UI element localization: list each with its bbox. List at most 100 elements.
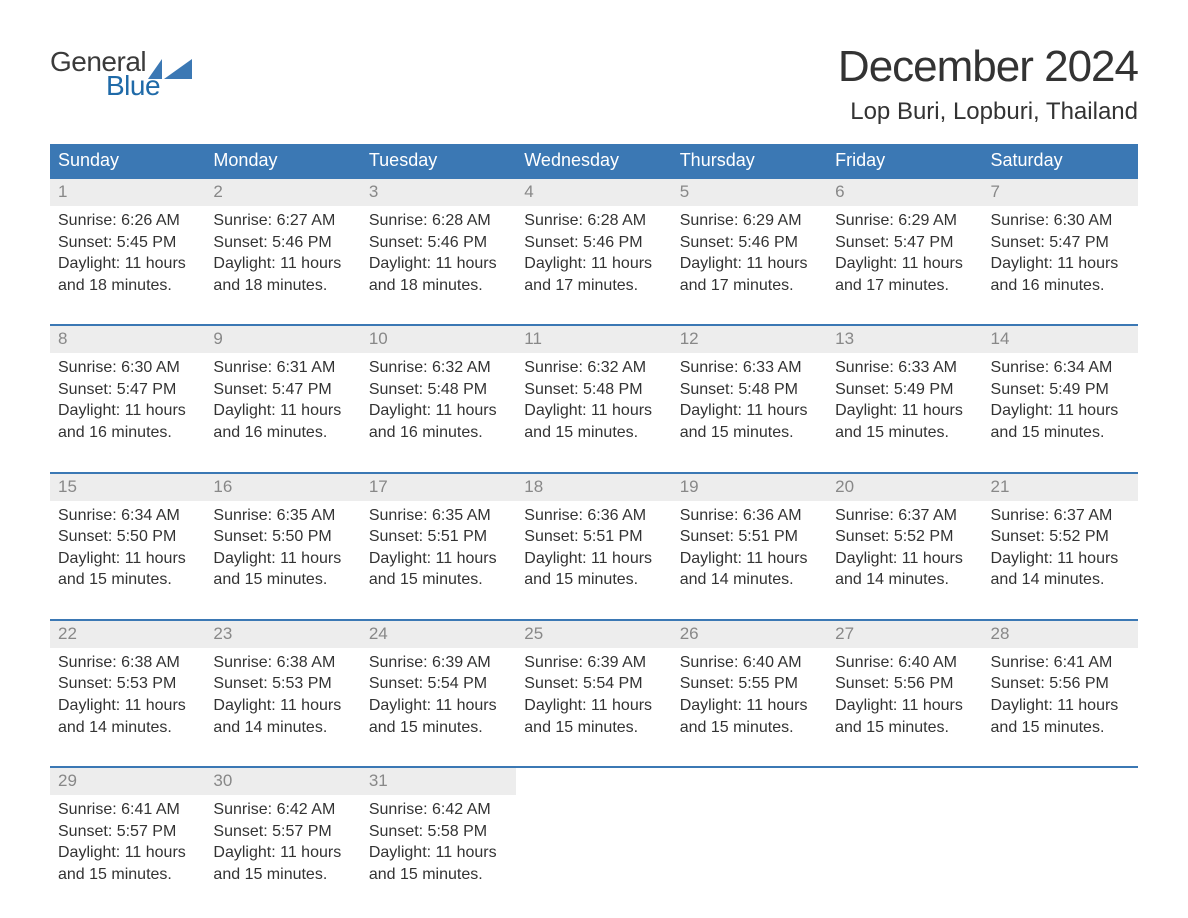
logo: General Blue bbox=[50, 42, 192, 100]
day-cell: 8 Sunrise: 6:30 AMSunset: 5:47 PMDaylight… bbox=[50, 325, 205, 472]
week-row: 8 Sunrise: 6:30 AMSunset: 5:47 PMDaylight… bbox=[50, 325, 1138, 472]
day-detail: Sunrise: 6:30 AMSunset: 5:47 PMDaylight:… bbox=[991, 210, 1130, 296]
day-number: 31 bbox=[361, 768, 516, 795]
day-detail: Sunrise: 6:30 AMSunset: 5:47 PMDaylight:… bbox=[58, 357, 197, 443]
day-number: 6 bbox=[827, 179, 982, 206]
day-number: 13 bbox=[827, 326, 982, 353]
day-number: 7 bbox=[983, 179, 1138, 206]
location: Lop Buri, Lopburi, Thailand bbox=[838, 98, 1138, 126]
day-cell: 19 Sunrise: 6:36 AMSunset: 5:51 PMDayligh… bbox=[672, 473, 827, 620]
day-detail: Sunrise: 6:38 AMSunset: 5:53 PMDaylight:… bbox=[58, 652, 197, 738]
day-number: 19 bbox=[672, 474, 827, 501]
day-cell: 13 Sunrise: 6:33 AMSunset: 5:49 PMDayligh… bbox=[827, 325, 982, 472]
day-detail: Sunrise: 6:27 AMSunset: 5:46 PMDaylight:… bbox=[213, 210, 352, 296]
day-cell: 18Sunrise: 6:36 AMSunset: 5:51 PMDayligh… bbox=[516, 473, 671, 620]
day-cell: 1Sunrise: 6:26 AMSunset: 5:45 PMDaylight… bbox=[50, 178, 205, 325]
day-number: 3 bbox=[361, 179, 516, 206]
day-number: 16 bbox=[205, 474, 360, 501]
day-detail: Sunrise: 6:39 AMSunset: 5:54 PMDaylight:… bbox=[369, 652, 508, 738]
day-detail: Sunrise: 6:42 AMSunset: 5:57 PMDaylight:… bbox=[213, 799, 352, 885]
day-cell: 14 Sunrise: 6:34 AMSunset: 5:49 PMDayligh… bbox=[983, 325, 1138, 472]
day-cell: 2Sunrise: 6:27 AMSunset: 5:46 PMDaylight… bbox=[205, 178, 360, 325]
day-number: 23 bbox=[205, 621, 360, 648]
day-cell: 28Sunrise: 6:41 AMSunset: 5:56 PMDayligh… bbox=[983, 620, 1138, 767]
day-number: 24 bbox=[361, 621, 516, 648]
day-detail: Sunrise: 6:40 AMSunset: 5:55 PMDaylight:… bbox=[680, 652, 819, 738]
day-cell: 20Sunrise: 6:37 AMSunset: 5:52 PMDayligh… bbox=[827, 473, 982, 620]
day-header: Friday bbox=[827, 144, 982, 178]
day-cell: 30 Sunrise: 6:42 AMSunset: 5:57 PMDayligh… bbox=[205, 767, 360, 913]
day-detail: Sunrise: 6:28 AMSunset: 5:46 PMDaylight:… bbox=[524, 210, 663, 296]
day-cell: 26 Sunrise: 6:40 AMSunset: 5:55 PMDayligh… bbox=[672, 620, 827, 767]
week-row: 15 Sunrise: 6:34 AMSunset: 5:50 PMDayligh… bbox=[50, 473, 1138, 620]
day-number: 12 bbox=[672, 326, 827, 353]
day-cell: 4 Sunrise: 6:28 AMSunset: 5:46 PMDaylight… bbox=[516, 178, 671, 325]
day-cell: 27 Sunrise: 6:40 AMSunset: 5:56 PMDayligh… bbox=[827, 620, 982, 767]
day-cell: 25 Sunrise: 6:39 AMSunset: 5:54 PMDayligh… bbox=[516, 620, 671, 767]
day-cell: 29 Sunrise: 6:41 AMSunset: 5:57 PMDayligh… bbox=[50, 767, 205, 913]
day-cell: 21 Sunrise: 6:37 AMSunset: 5:52 PMDayligh… bbox=[983, 473, 1138, 620]
day-detail: Sunrise: 6:34 AMSunset: 5:50 PMDaylight:… bbox=[58, 505, 197, 591]
day-number: 26 bbox=[672, 621, 827, 648]
day-detail: Sunrise: 6:35 AMSunset: 5:51 PMDaylight:… bbox=[369, 505, 508, 591]
day-cell: .. bbox=[827, 767, 982, 913]
day-detail: Sunrise: 6:29 AMSunset: 5:47 PMDaylight:… bbox=[835, 210, 974, 296]
day-cell: 31Sunrise: 6:42 AMSunset: 5:58 PMDayligh… bbox=[361, 767, 516, 913]
day-cell: 10Sunrise: 6:32 AMSunset: 5:48 PMDayligh… bbox=[361, 325, 516, 472]
title-block: December 2024 Lop Buri, Lopburi, Thailan… bbox=[838, 42, 1138, 126]
day-cell: .. bbox=[672, 767, 827, 913]
day-cell: .. bbox=[516, 767, 671, 913]
day-number: 21 bbox=[983, 474, 1138, 501]
day-cell: 16 Sunrise: 6:35 AMSunset: 5:50 PMDayligh… bbox=[205, 473, 360, 620]
day-number: 4 bbox=[516, 179, 671, 206]
day-detail: Sunrise: 6:37 AMSunset: 5:52 PMDaylight:… bbox=[991, 505, 1130, 591]
day-number: 29 bbox=[50, 768, 205, 795]
day-detail: Sunrise: 6:33 AMSunset: 5:48 PMDaylight:… bbox=[680, 357, 819, 443]
day-number: 8 bbox=[50, 326, 205, 353]
day-detail: Sunrise: 6:41 AMSunset: 5:57 PMDaylight:… bbox=[58, 799, 197, 885]
day-cell: .. bbox=[983, 767, 1138, 913]
day-cell: 5Sunrise: 6:29 AMSunset: 5:46 PMDaylight… bbox=[672, 178, 827, 325]
day-detail: Sunrise: 6:32 AMSunset: 5:48 PMDaylight:… bbox=[524, 357, 663, 443]
day-cell: 17Sunrise: 6:35 AMSunset: 5:51 PMDayligh… bbox=[361, 473, 516, 620]
day-detail: Sunrise: 6:36 AMSunset: 5:51 PMDaylight:… bbox=[680, 505, 819, 591]
day-header: Thursday bbox=[672, 144, 827, 178]
day-number: 15 bbox=[50, 474, 205, 501]
header: General Blue December 2024 Lop Buri, Lop… bbox=[50, 42, 1138, 126]
day-header: Monday bbox=[205, 144, 360, 178]
day-cell: 11 Sunrise: 6:32 AMSunset: 5:48 PMDayligh… bbox=[516, 325, 671, 472]
day-detail: Sunrise: 6:39 AMSunset: 5:54 PMDaylight:… bbox=[524, 652, 663, 738]
day-cell: 9 Sunrise: 6:31 AMSunset: 5:47 PMDaylight… bbox=[205, 325, 360, 472]
logo-text-2: Blue bbox=[50, 72, 192, 100]
day-number: 9 bbox=[205, 326, 360, 353]
day-number: 22 bbox=[50, 621, 205, 648]
day-number: 18 bbox=[516, 474, 671, 501]
day-number: 5 bbox=[672, 179, 827, 206]
day-number: 27 bbox=[827, 621, 982, 648]
day-detail: Sunrise: 6:35 AMSunset: 5:50 PMDaylight:… bbox=[213, 505, 352, 591]
day-number: 25 bbox=[516, 621, 671, 648]
day-cell: 24 Sunrise: 6:39 AMSunset: 5:54 PMDayligh… bbox=[361, 620, 516, 767]
day-detail: Sunrise: 6:37 AMSunset: 5:52 PMDaylight:… bbox=[835, 505, 974, 591]
day-cell: 12 Sunrise: 6:33 AMSunset: 5:48 PMDayligh… bbox=[672, 325, 827, 472]
week-row: 1Sunrise: 6:26 AMSunset: 5:45 PMDaylight… bbox=[50, 178, 1138, 325]
calendar-body: 1Sunrise: 6:26 AMSunset: 5:45 PMDaylight… bbox=[50, 178, 1138, 914]
day-number: 30 bbox=[205, 768, 360, 795]
day-detail: Sunrise: 6:38 AMSunset: 5:53 PMDaylight:… bbox=[213, 652, 352, 738]
day-number: 1 bbox=[50, 179, 205, 206]
day-number: 11 bbox=[516, 326, 671, 353]
day-cell: 22 Sunrise: 6:38 AMSunset: 5:53 PMDayligh… bbox=[50, 620, 205, 767]
day-cell: 3Sunrise: 6:28 AMSunset: 5:46 PMDaylight… bbox=[361, 178, 516, 325]
day-number: 14 bbox=[983, 326, 1138, 353]
day-header: Saturday bbox=[983, 144, 1138, 178]
day-detail: Sunrise: 6:33 AMSunset: 5:49 PMDaylight:… bbox=[835, 357, 974, 443]
day-detail: Sunrise: 6:40 AMSunset: 5:56 PMDaylight:… bbox=[835, 652, 974, 738]
calendar-table: SundayMondayTuesdayWednesdayThursdayFrid… bbox=[50, 144, 1138, 914]
week-row: 29 Sunrise: 6:41 AMSunset: 5:57 PMDayligh… bbox=[50, 767, 1138, 913]
page-title: December 2024 bbox=[838, 42, 1138, 92]
day-cell: 6 Sunrise: 6:29 AMSunset: 5:47 PMDaylight… bbox=[827, 178, 982, 325]
day-detail: Sunrise: 6:31 AMSunset: 5:47 PMDaylight:… bbox=[213, 357, 352, 443]
day-detail: Sunrise: 6:34 AMSunset: 5:49 PMDaylight:… bbox=[991, 357, 1130, 443]
day-cell: 15 Sunrise: 6:34 AMSunset: 5:50 PMDayligh… bbox=[50, 473, 205, 620]
week-row: 22 Sunrise: 6:38 AMSunset: 5:53 PMDayligh… bbox=[50, 620, 1138, 767]
